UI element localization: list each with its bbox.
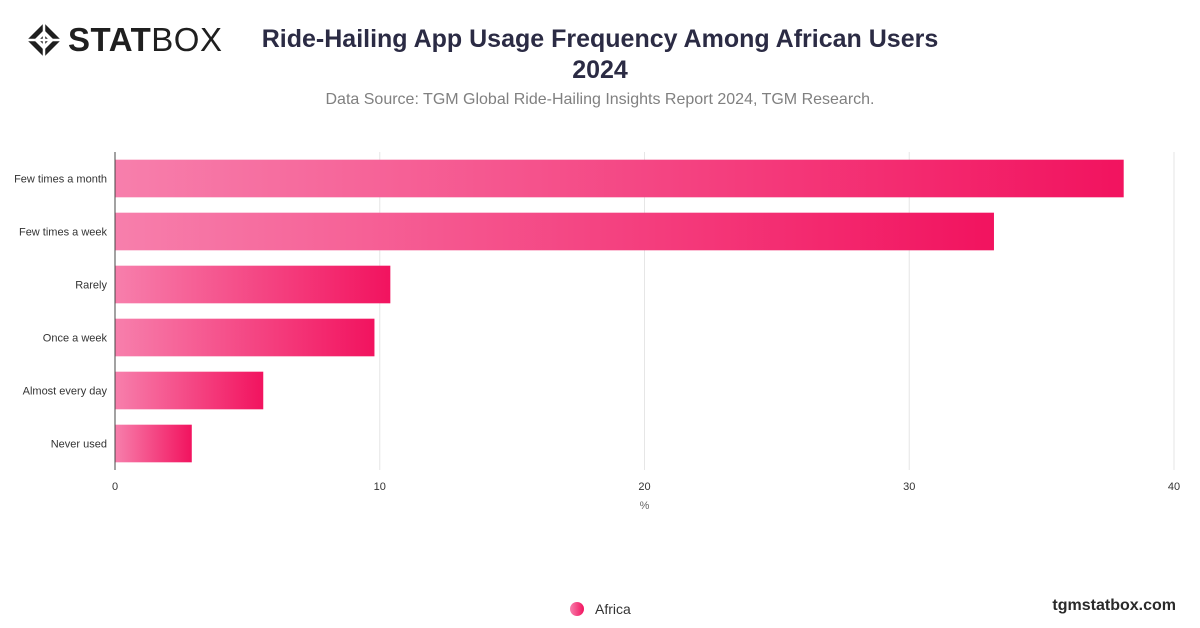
logo-light-text: BOX [151, 21, 223, 58]
category-label-once-a-week: Once a week [43, 333, 108, 345]
category-label-rarely: Rarely [75, 280, 107, 292]
gridlines [114, 152, 1175, 470]
category-label-almost-every-day: Almost every day [23, 386, 108, 398]
chart-subtitle: Data Source: TGM Global Ride-Hailing Ins… [325, 91, 875, 108]
logo-wordmark: STATBOX [68, 22, 222, 58]
bar-never-used[interactable] [115, 424, 192, 463]
legend[interactable]: Africa [570, 601, 631, 617]
statbox-logo-icon [27, 23, 61, 57]
statbox-logo: STATBOX [26, 22, 222, 58]
legend-label-africa: Africa [595, 601, 631, 617]
logo-bold-text: STAT [68, 21, 152, 58]
category-label-never-used: Never used [51, 439, 107, 451]
x-tick-label-40: 40 [1168, 481, 1180, 493]
x-tick-label-20: 20 [638, 481, 650, 493]
x-tick-label-0: 0 [112, 481, 118, 493]
bar-rarely[interactable] [115, 265, 391, 304]
x-axis-label: % [640, 500, 650, 512]
legend-swatch-africa [570, 602, 584, 616]
category-label-few-times-a-month: Few times a month [14, 174, 107, 186]
bar-once-a-week[interactable] [115, 318, 375, 357]
x-axis-ticks: 0 10 20 30 40 [112, 481, 1180, 493]
category-label-few-times-a-week: Few times a week [19, 227, 108, 239]
bar-few-times-a-week[interactable] [115, 212, 994, 251]
chart-title: Ride-Hailing App Usage Frequency Among A… [261, 25, 939, 84]
footer-url: tgmstatbox.com [1052, 597, 1176, 614]
x-tick-label-30: 30 [903, 481, 915, 493]
bar-few-times-a-month[interactable] [115, 159, 1124, 198]
category-labels: Few times a month Few times a week Rarely O… [14, 174, 107, 451]
x-tick-label-10: 10 [374, 481, 386, 493]
bar-almost-every-day[interactable] [115, 371, 264, 410]
bars [115, 159, 1124, 463]
